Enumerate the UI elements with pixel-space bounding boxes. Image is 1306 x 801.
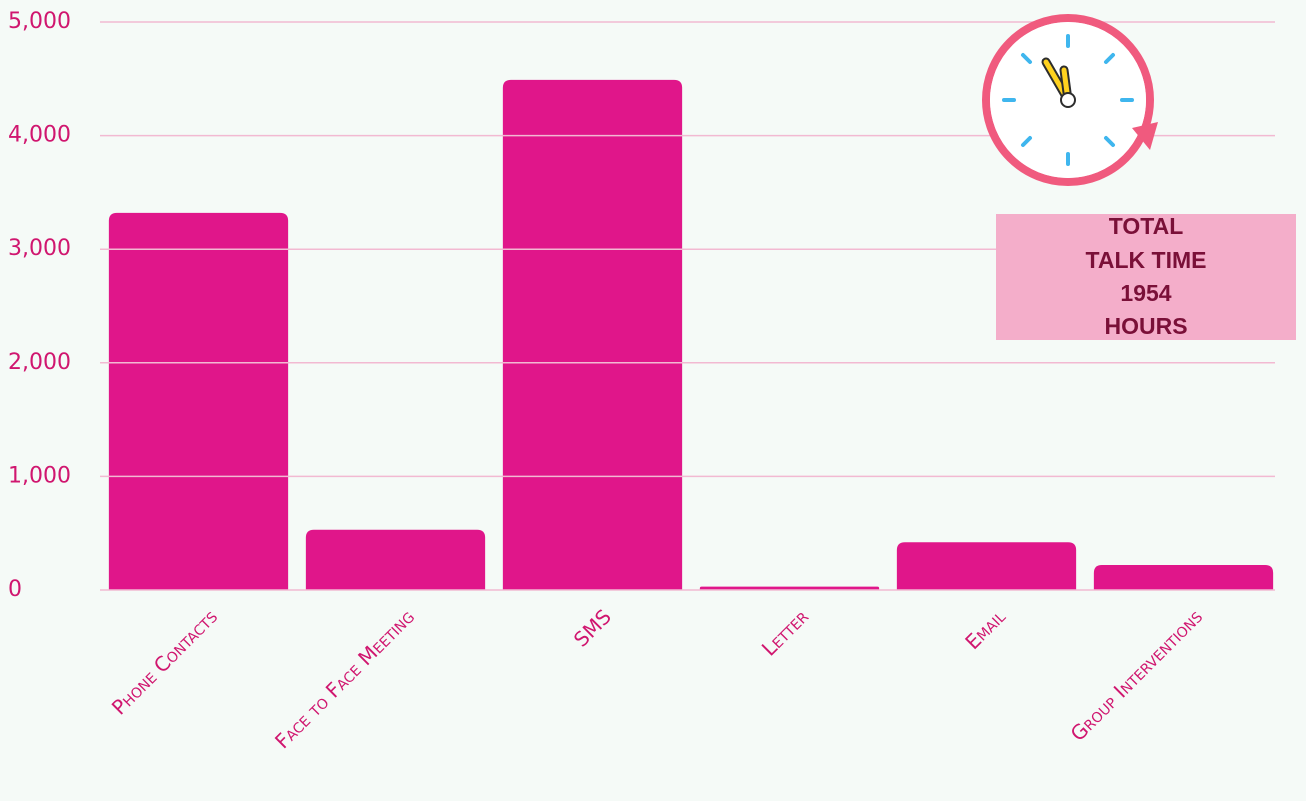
x-tick-label: Group Interventions	[1066, 604, 1207, 745]
bar	[305, 529, 486, 590]
x-tick-label: Email	[960, 604, 1010, 654]
x-tick-label: Face to Face Meeting	[270, 604, 419, 753]
bar	[502, 79, 683, 590]
y-tick-label: 5,000	[8, 9, 71, 34]
y-tick-label: 4,000	[8, 123, 71, 148]
y-tick-label: 2,000	[8, 350, 71, 375]
bar	[108, 212, 289, 590]
y-tick-label: 0	[8, 577, 22, 602]
annotation: TOTAL TALK TIME 1954 HOURS	[996, 213, 1296, 340]
x-tick-label: SMS	[569, 604, 616, 651]
bar	[1093, 565, 1274, 590]
bar	[699, 586, 880, 590]
y-tick-label: 3,000	[8, 236, 71, 261]
bar	[896, 542, 1077, 590]
x-tick-label: Letter	[757, 604, 813, 660]
y-tick-label: 1,000	[8, 463, 71, 488]
clock-icon	[982, 14, 1158, 186]
x-tick-label: Phone Contacts	[107, 604, 222, 719]
